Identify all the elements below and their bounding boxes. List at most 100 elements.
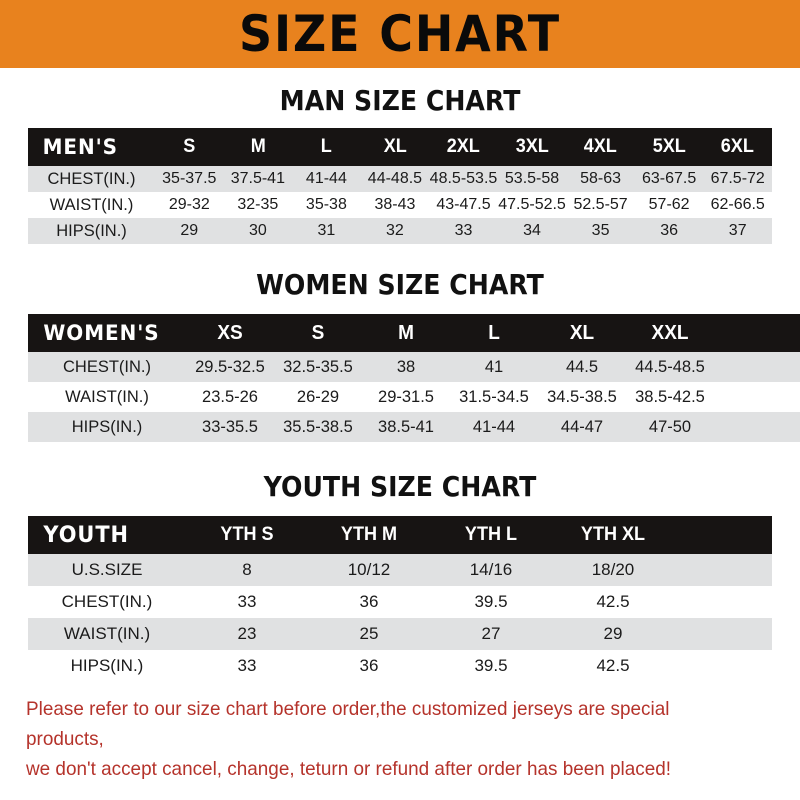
table-row: CHEST(IN.) 29.5-32.5 32.5-35.5 38 41 44.… [28, 352, 800, 382]
women-size-header-cell: XL [569, 321, 595, 344]
men-size-header-cell: L [320, 136, 332, 157]
men-cell: 57-62 [648, 196, 690, 213]
youth-header-spacer [676, 516, 769, 554]
youth-cell: 14/16 [469, 560, 513, 579]
youth-measure-label: HIPS(IN.) [70, 656, 144, 675]
table-row: WAIST(IN.) 23.5-26 26-29 29-31.5 31.5-34… [28, 382, 800, 412]
women-cell-spacer [714, 352, 800, 382]
men-cell: 37 [728, 222, 747, 239]
men-cell: 48.5-53.5 [429, 170, 498, 187]
men-row-label-header: MEN'S [42, 135, 118, 159]
women-cell: 33-35.5 [202, 417, 258, 436]
youth-cell: 33 [237, 656, 257, 675]
women-cell: 47-50 [648, 417, 692, 436]
youth-measure-label: U.S.SIZE [71, 560, 143, 579]
women-cell: 23.5-26 [202, 387, 258, 406]
order-policy-line-1: Please refer to our size chart before or… [26, 698, 670, 750]
youth-cell: 25 [359, 624, 379, 643]
men-cell: 30 [248, 222, 267, 239]
women-cell: 34.5-38.5 [547, 387, 617, 406]
youth-measure-label: WAIST(IN.) [63, 624, 151, 643]
size-chart-banner: SIZE CHART [0, 0, 800, 68]
women-cell: 26-29 [296, 387, 340, 406]
youth-cell: 42.5 [596, 592, 630, 611]
youth-cell: 8 [242, 560, 252, 579]
women-size-header-cell: M [398, 321, 414, 344]
women-cell: 44-47 [560, 417, 604, 436]
women-size-header-cell: XS [217, 321, 243, 344]
men-size-table: MEN'S S M L XL 2XL 3XL 4XL 5XL 6XL CHEST… [28, 128, 772, 244]
order-policy-line-2: we don't accept cancel, change, teturn o… [26, 758, 672, 780]
youth-size-table-wrap: YOUTH YTH S YTH M YTH L YTH XL U.S.SIZE … [28, 516, 772, 682]
youth-size-header-cell: YTH L [464, 524, 518, 545]
women-measure-label: HIPS(IN.) [71, 417, 143, 436]
women-section-title: WOMEN SIZE CHART [256, 268, 544, 301]
table-row: HIPS(IN.) 29 30 31 32 33 34 35 36 37 [28, 218, 772, 244]
women-cell: 29.5-32.5 [195, 357, 265, 376]
women-cell-spacer [714, 382, 800, 412]
men-header-row: MEN'S S M L XL 2XL 3XL 4XL 5XL 6XL [28, 128, 772, 166]
women-cell: 44.5 [565, 357, 599, 376]
table-row: CHEST(IN.) 33 36 39.5 42.5 [28, 586, 772, 618]
table-row: WAIST(IN.) 23 25 27 29 [28, 618, 772, 650]
men-size-table-wrap: MEN'S S M L XL 2XL 3XL 4XL 5XL 6XL CHEST… [28, 128, 772, 244]
youth-cell-spacer [674, 618, 772, 650]
women-cell: 31.5-34.5 [459, 387, 529, 406]
men-cell: 32 [386, 222, 404, 239]
men-cell: 29-32 [168, 196, 210, 213]
women-size-table-wrap: WOMEN'S XS S M L XL XXL CHEST(IN.) 29.5-… [28, 314, 800, 442]
men-cell: 47.5-52.5 [498, 196, 566, 213]
women-cell: 44.5-48.5 [635, 357, 705, 376]
women-cell-spacer [714, 412, 800, 442]
men-cell: 31 [317, 222, 336, 239]
women-size-header-cell: XXL [651, 321, 689, 344]
men-section-title: MAN SIZE CHART [279, 84, 521, 117]
youth-size-header-cell: YTH M [340, 524, 398, 545]
men-cell: 35 [591, 222, 610, 239]
youth-row-label-header: YOUTH [43, 522, 129, 548]
youth-header-row: YOUTH YTH S YTH M YTH L YTH XL [28, 516, 772, 554]
men-cell: 44-48.5 [367, 170, 423, 187]
men-cell: 67.5-72 [710, 170, 765, 187]
women-row-label-header: WOMEN'S [43, 321, 160, 345]
women-size-header-cell: S [311, 321, 325, 344]
women-header-spacer [716, 314, 800, 352]
youth-cell: 36 [359, 656, 379, 675]
men-cell: 63-67.5 [641, 170, 697, 187]
table-row: U.S.SIZE 8 10/12 14/16 18/20 [28, 554, 772, 586]
men-size-header-cell: S [183, 136, 196, 157]
men-size-header-cell: 6XL [721, 136, 755, 157]
men-size-header-cell: XL [383, 136, 407, 157]
men-cell: 34 [523, 222, 541, 239]
youth-cell: 36 [359, 592, 379, 611]
men-cell: 43-47.5 [436, 196, 491, 213]
youth-size-table: YOUTH YTH S YTH M YTH L YTH XL U.S.SIZE … [28, 516, 772, 682]
youth-cell: 18/20 [591, 560, 635, 579]
youth-cell: 27 [481, 624, 501, 643]
men-cell: 32-35 [237, 196, 279, 213]
women-cell: 38.5-42.5 [635, 387, 705, 406]
men-size-header-cell: 4XL [584, 136, 618, 157]
women-cell: 35.5-38.5 [283, 417, 353, 436]
youth-size-header-cell: YTH XL [580, 524, 646, 545]
men-cell: 29 [180, 222, 199, 239]
table-row: HIPS(IN.) 33 36 39.5 42.5 [28, 650, 772, 682]
men-size-header-cell: 3XL [515, 136, 549, 157]
women-size-header-cell: L [488, 321, 500, 344]
youth-cell: 33 [237, 592, 257, 611]
youth-cell-spacer [674, 586, 772, 618]
youth-cell: 23 [237, 624, 257, 643]
youth-cell: 29 [603, 624, 623, 643]
men-cell: 52.5-57 [573, 196, 628, 213]
page-title: SIZE CHART [238, 5, 562, 63]
youth-cell: 10/12 [347, 560, 391, 579]
men-size-header-cell: 2XL [446, 136, 481, 157]
table-row: CHEST(IN.) 35-37.5 37.5-41 41-44 44-48.5… [28, 166, 772, 192]
women-cell: 32.5-35.5 [283, 357, 353, 376]
men-cell: 58-63 [580, 170, 622, 187]
men-size-header-cell: 5XL [652, 136, 686, 157]
men-measure-label: WAIST(IN.) [49, 195, 134, 214]
men-size-header-cell: M [250, 136, 266, 157]
men-measure-label: HIPS(IN.) [56, 221, 127, 240]
youth-size-header-cell: YTH S [220, 524, 274, 545]
